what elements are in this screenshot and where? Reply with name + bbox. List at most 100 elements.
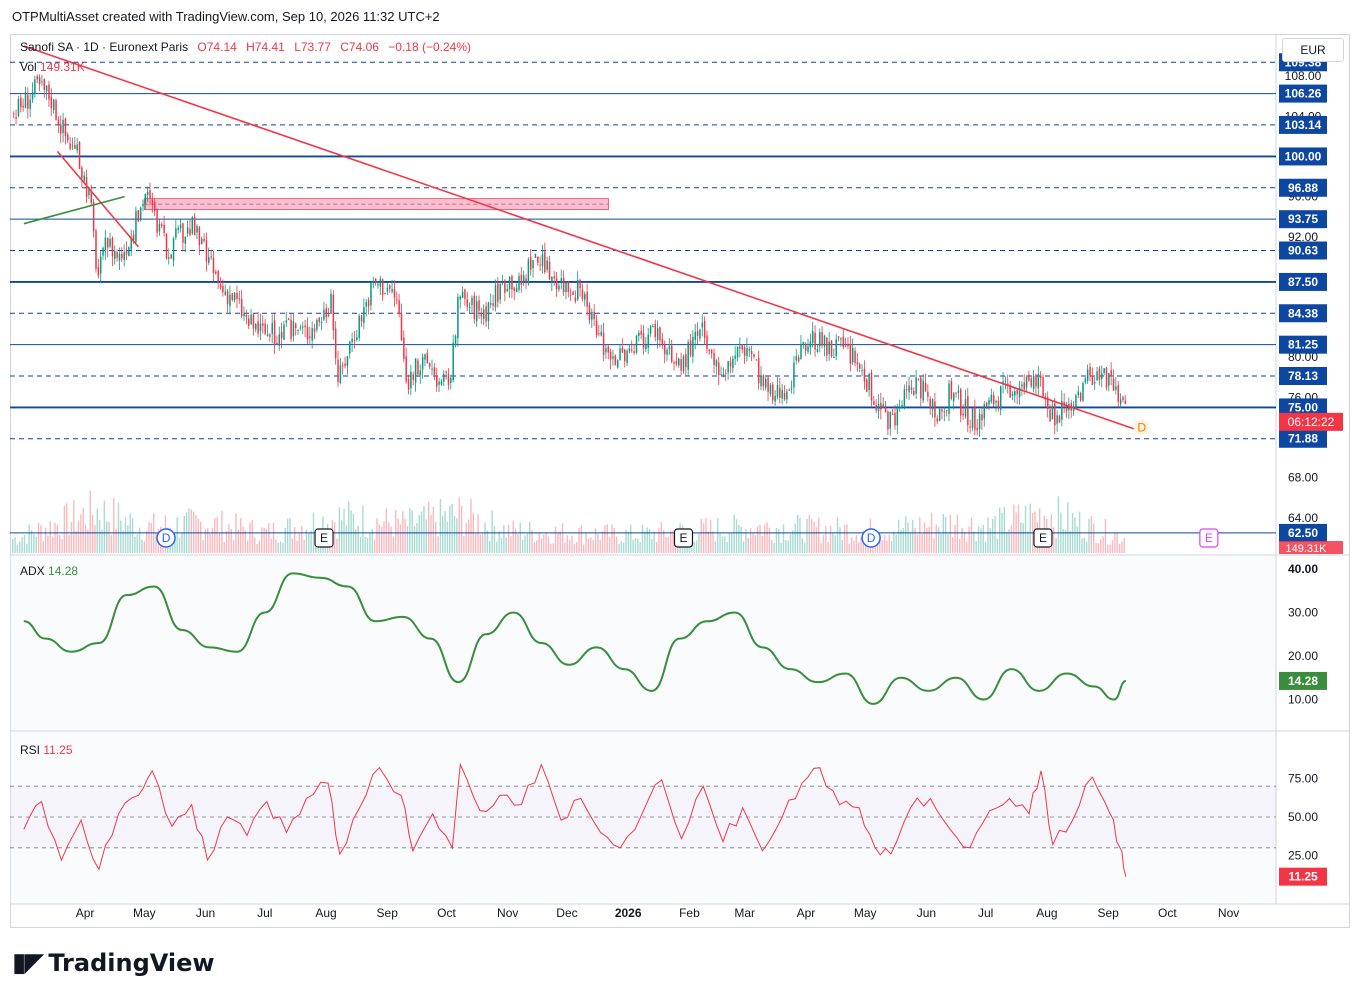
volume-bar bbox=[599, 540, 601, 553]
volume-bar bbox=[446, 521, 449, 553]
volume-bar bbox=[37, 522, 40, 553]
chart-canvas[interactable]: DEEDEED108.00104.0096.0092.0080.0076.007… bbox=[10, 34, 1350, 928]
candle-body bbox=[384, 293, 386, 295]
candle-body bbox=[553, 276, 555, 279]
volume-bar bbox=[524, 535, 526, 553]
volume-bar bbox=[145, 530, 148, 553]
volume-bar bbox=[695, 540, 698, 553]
candle-body bbox=[616, 360, 619, 368]
currency-button[interactable]: EUR bbox=[1282, 38, 1344, 62]
candle-body bbox=[1077, 391, 1080, 396]
volume-bar bbox=[651, 538, 653, 553]
volume-bar bbox=[1102, 536, 1104, 553]
volume-bar bbox=[348, 501, 350, 553]
dividend-upcoming-marker bbox=[1133, 419, 1150, 436]
price-level-badge bbox=[1279, 84, 1327, 103]
volume-bar bbox=[653, 531, 655, 553]
candle-body bbox=[819, 332, 821, 347]
volume-bar bbox=[1109, 544, 1111, 553]
candle-body bbox=[797, 357, 800, 362]
volume-bar bbox=[68, 535, 70, 553]
candle-body bbox=[680, 359, 682, 371]
rsi-line bbox=[23, 762, 1127, 877]
volume-bar bbox=[449, 505, 451, 553]
price-level-badge bbox=[1279, 429, 1327, 448]
candle-body bbox=[186, 227, 189, 234]
candle-body bbox=[997, 400, 1000, 409]
candle-body bbox=[1051, 405, 1054, 420]
volume-bar bbox=[1085, 541, 1088, 553]
candle-body bbox=[562, 277, 565, 293]
volume-bar bbox=[117, 502, 120, 553]
rsi-tick-label: 25.00 bbox=[1288, 849, 1318, 863]
volume-bar bbox=[625, 529, 627, 553]
candle-body bbox=[840, 338, 842, 340]
candle-body bbox=[389, 285, 391, 289]
candle-body bbox=[673, 362, 675, 364]
candle-body bbox=[334, 328, 337, 359]
volume-bar bbox=[404, 518, 406, 553]
volume-bar bbox=[453, 515, 456, 553]
volume-bar bbox=[808, 514, 811, 553]
candle-body bbox=[356, 337, 358, 340]
candle-body bbox=[445, 371, 447, 373]
earnings-marker-label: E bbox=[1039, 531, 1047, 545]
candle-body bbox=[967, 396, 969, 426]
volume-bar bbox=[749, 528, 752, 553]
candle-body bbox=[788, 389, 790, 391]
volume-bar bbox=[714, 541, 717, 553]
volume-bar bbox=[1116, 532, 1118, 553]
candle-body bbox=[417, 360, 419, 375]
volume-bar bbox=[615, 536, 618, 553]
volume-bar bbox=[1055, 538, 1057, 553]
candle-body bbox=[245, 314, 248, 317]
volume-bar bbox=[294, 527, 296, 553]
volume-bar bbox=[620, 541, 623, 553]
candle-body bbox=[320, 321, 323, 323]
candle-body bbox=[271, 323, 273, 334]
candle-body bbox=[38, 76, 41, 85]
volume-bar bbox=[223, 541, 225, 553]
volume-bar bbox=[286, 518, 289, 553]
volume-bar bbox=[1022, 523, 1024, 553]
time-tick-label: Nov bbox=[497, 906, 518, 920]
candle-body bbox=[1009, 384, 1011, 398]
candle-body bbox=[715, 360, 718, 367]
ohlc-change: −0.18 (−0.24%) bbox=[388, 40, 472, 54]
candle-body bbox=[605, 348, 607, 353]
candle-body bbox=[377, 284, 379, 286]
volume-bar bbox=[467, 519, 470, 553]
candle-body bbox=[473, 295, 476, 319]
volume-bar bbox=[709, 519, 712, 553]
candle-body bbox=[297, 330, 299, 332]
candle-body bbox=[198, 227, 201, 246]
time-tick-label: Jul bbox=[257, 906, 272, 920]
candle-body bbox=[1108, 373, 1110, 386]
candle-body bbox=[252, 314, 255, 329]
candle-body bbox=[736, 346, 739, 358]
candle-body bbox=[450, 377, 452, 383]
candle-body bbox=[398, 300, 400, 314]
candle-body bbox=[988, 399, 990, 405]
candle-body bbox=[577, 280, 579, 300]
volume-bar bbox=[959, 539, 961, 553]
candle-body bbox=[102, 247, 104, 256]
volume-bar bbox=[270, 538, 272, 553]
price-level-badge bbox=[1279, 272, 1327, 291]
time-tick-label: Apr bbox=[797, 906, 816, 920]
candle-body bbox=[701, 322, 704, 328]
time-tick-label: May bbox=[854, 906, 877, 920]
candle-body bbox=[546, 260, 548, 270]
candle-body bbox=[884, 405, 887, 413]
volume-bar bbox=[355, 529, 357, 553]
volume-bar bbox=[364, 536, 366, 553]
candle-body bbox=[452, 342, 454, 381]
candle-body bbox=[607, 346, 610, 353]
candle-body bbox=[64, 118, 67, 136]
volume-bar bbox=[275, 539, 277, 553]
volume-bar bbox=[999, 507, 1001, 553]
volume-bar bbox=[937, 527, 940, 553]
candle-body bbox=[468, 306, 471, 308]
volume-bar bbox=[12, 539, 14, 553]
candle-body bbox=[92, 202, 95, 232]
